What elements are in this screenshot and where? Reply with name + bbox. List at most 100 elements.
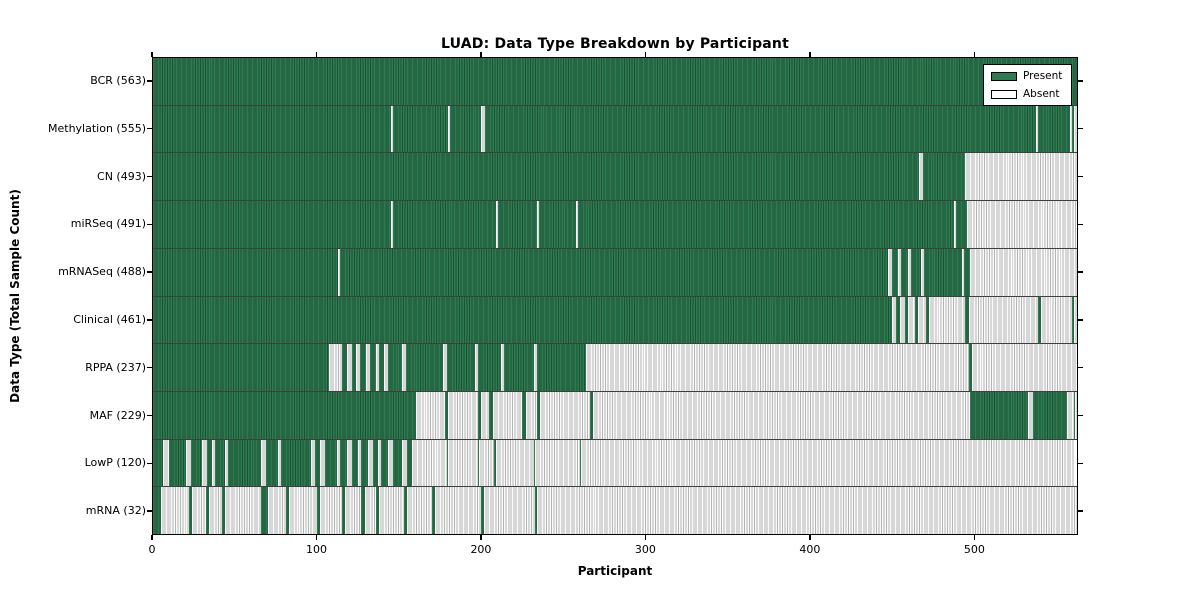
absent-segment [162,439,170,487]
y-tick-label-RPPA: RPPA (237) [85,360,146,374]
present-segment [579,439,582,487]
present-segment [317,487,321,535]
absent-segment [953,201,956,248]
absent-segment [366,344,370,391]
present-segment [372,439,378,487]
x-tick-label-400: 400 [799,543,821,556]
present-segment [261,487,268,535]
present-segment [387,344,403,391]
heatmap-row-Methylation [153,105,1077,154]
left-tick-mark [147,80,152,82]
x-axis-label: Participant [577,564,653,578]
present-segment [477,391,482,439]
absent-segment [310,439,316,487]
present-segment [446,439,449,487]
heatmap-row-Clinical [153,296,1077,345]
right-tick-mark [1078,414,1083,417]
present-segment [228,439,262,487]
y-tick-label-mRNA: mRNA (32) [85,504,146,518]
absent-segment [261,439,267,487]
legend-label-absent: Absent [1023,88,1060,100]
absent-segment [358,439,362,487]
absent-segment [289,487,318,535]
present-segment [379,344,385,391]
legend: Present Absent [983,64,1072,106]
left-tick-mark [147,175,152,178]
bottom-tick-mark [809,535,811,540]
present-segment [285,487,290,535]
present-segment [968,344,972,391]
absent-segment [387,439,393,487]
present-segment [891,248,899,296]
present-segment [589,391,593,439]
present-segment [215,439,226,487]
absent-segment [898,248,902,296]
heatmap-row-mRNA [153,487,1077,535]
present-segment [190,439,203,487]
y-tick-label-Clinical: Clinical (461) [73,312,146,326]
present-segment [153,58,1077,105]
absent-segment [1040,296,1073,344]
absent-segment [581,439,1074,487]
present-segment [153,344,329,391]
absent-segment [344,487,362,535]
present-segment [153,391,416,439]
present-segment [341,487,345,535]
present-segment [1073,391,1076,439]
absent-segment [962,248,964,296]
legend-entry-absent: Absent [991,88,1064,100]
right-tick-mark [1078,510,1083,512]
absent-segment [402,439,408,487]
present-segment [153,201,391,248]
present-segment [1037,105,1071,153]
absent-segment [592,391,971,439]
present-segment [901,248,908,296]
absent-segment [586,344,969,391]
present-segment [504,344,534,391]
present-segment [896,296,900,344]
absent-segment [376,344,380,391]
present-segment [392,105,449,153]
present-segment [376,487,380,535]
absent-segment [540,391,590,439]
present-segment [189,487,193,535]
absent-segment [495,439,534,487]
bottom-tick-mark [480,535,482,540]
present-segment [494,439,496,487]
y-tick-label-Methylation: Methylation (555) [48,121,146,135]
x-tick-label-0: 0 [148,543,156,556]
absent-segment [576,201,579,248]
right-tick-mark [1078,271,1083,273]
present-segment [392,439,403,487]
absent-segment [336,439,341,487]
legend-label-present: Present [1023,70,1063,82]
present-segment [497,201,538,248]
heatmap-row-MAF [153,391,1077,440]
bottom-tick-mark [644,535,647,540]
present-segment [207,439,213,487]
absent-segment [346,439,352,487]
absent-segment [192,487,206,535]
right-tick-mark [1078,80,1083,82]
present-segment [153,487,162,535]
absent-segment [320,487,342,535]
present-segment [446,344,475,391]
present-segment [963,248,971,296]
absent-segment [971,344,1077,391]
present-segment [477,439,480,487]
absent-segment [277,439,281,487]
top-tick-mark [809,52,811,57]
present-segment [481,487,485,535]
right-tick-mark [1078,175,1083,178]
top-tick-mark [315,52,318,57]
present-segment [489,391,493,439]
present-segment [359,344,367,391]
absent-segment [479,439,495,487]
absent-segment [525,391,537,439]
x-tick-label-500: 500 [963,543,985,556]
absent-segment [356,344,360,391]
heatmap-row-LowP [153,439,1077,488]
present-segment [153,248,339,296]
present-segment [445,391,449,439]
absent-segment [481,105,485,153]
